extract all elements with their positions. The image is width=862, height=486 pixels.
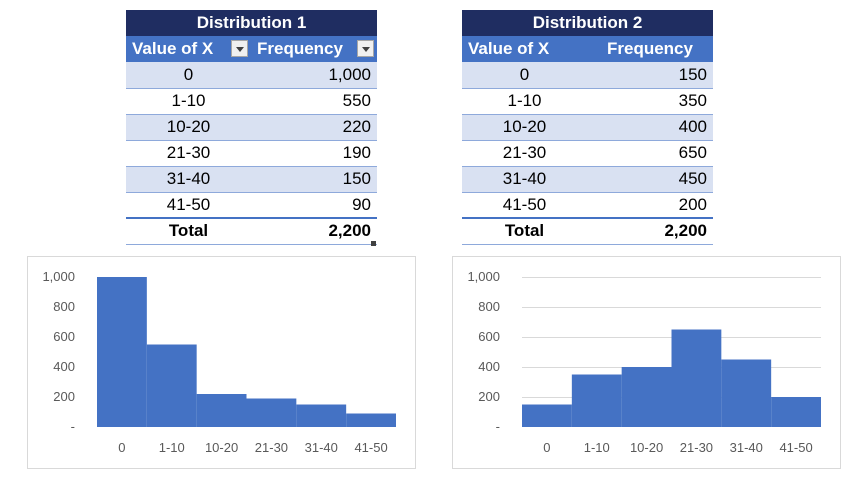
x-tick-label: 1-10 [159, 440, 185, 455]
histogram-2-svg: - 200 400 600 800 1,000 0 1-10 10-20 21-30 31-40 41… [467, 269, 821, 455]
column-header-label: Frequency [257, 39, 343, 58]
y-tick-label: 800 [53, 299, 75, 314]
frequency-cell[interactable]: 650 [587, 140, 713, 167]
table-title: Distribution 1 [126, 10, 377, 36]
frequency-cell[interactable]: 90 [251, 192, 377, 219]
table-resize-handle[interactable] [371, 241, 376, 246]
y-tick-label: 600 [478, 329, 500, 344]
table-row: 31-40 150 [126, 166, 377, 193]
frequency-cell[interactable]: 190 [251, 140, 377, 167]
value-of-x-cell[interactable]: 1-10 [462, 88, 587, 115]
table-row: 21-30 650 [462, 140, 713, 167]
histogram-bar[interactable] [246, 398, 297, 428]
table-row: 41-50 90 [126, 192, 377, 219]
value-of-x-cell[interactable]: 10-20 [126, 114, 251, 141]
value-of-x-cell[interactable]: 31-40 [462, 166, 587, 193]
frequency-cell[interactable]: 200 [587, 192, 713, 219]
value-of-x-cell[interactable]: 21-30 [462, 140, 587, 167]
table-row: 0 1,000 [126, 62, 377, 89]
total-row: Total 2,200 [126, 217, 377, 245]
x-tick-label: 0 [118, 440, 125, 455]
total-value[interactable]: 2,200 [251, 217, 377, 245]
histogram-bar[interactable] [671, 329, 722, 428]
filter-dropdown-icon[interactable] [231, 40, 248, 57]
x-tick-label: 21-30 [255, 440, 288, 455]
value-of-x-cell[interactable]: 0 [462, 62, 587, 89]
total-label[interactable]: Total [462, 217, 587, 245]
x-tick-label: 31-40 [305, 440, 338, 455]
frequency-cell[interactable]: 450 [587, 166, 713, 193]
table-row: 10-20 400 [462, 114, 713, 141]
table-row: 0 150 [462, 62, 713, 89]
histogram-bar[interactable] [721, 359, 772, 428]
y-tick-label: - [71, 419, 75, 434]
distribution-2-table: Distribution 2 Value of X Frequency 0 150… [462, 10, 713, 245]
x-tick-label: 41-50 [779, 440, 812, 455]
total-value[interactable]: 2,200 [587, 217, 713, 245]
histogram-bar[interactable] [346, 413, 396, 428]
y-tick-label: 200 [478, 389, 500, 404]
frequency-cell[interactable]: 220 [251, 114, 377, 141]
table-row: 1-10 550 [126, 88, 377, 115]
histogram-1-svg: - 200 400 600 800 1,000 0 1-10 10-20 21-30 31-40 41… [42, 269, 396, 455]
table-row: 21-30 190 [126, 140, 377, 167]
table-row: 31-40 450 [462, 166, 713, 193]
frequency-cell[interactable]: 350 [587, 88, 713, 115]
frequency-cell[interactable]: 1,000 [251, 62, 377, 89]
value-of-x-cell[interactable]: 10-20 [462, 114, 587, 141]
value-of-x-cell[interactable]: 21-30 [126, 140, 251, 167]
y-tick-label: 800 [478, 299, 500, 314]
x-tick-label: 10-20 [630, 440, 663, 455]
y-tick-label: 200 [53, 389, 75, 404]
y-tick-label: 600 [53, 329, 75, 344]
value-of-x-cell[interactable]: 0 [126, 62, 251, 89]
value-of-x-cell[interactable]: 1-10 [126, 88, 251, 115]
histogram-bar[interactable] [522, 404, 572, 428]
table-row: 10-20 220 [126, 114, 377, 141]
y-tick-label: 400 [478, 359, 500, 374]
y-tick-label: 400 [53, 359, 75, 374]
distribution-1-table: Distribution 1 Value of X Frequency 0 1,0… [126, 10, 377, 245]
total-label[interactable]: Total [126, 217, 251, 245]
value-of-x-cell[interactable]: 41-50 [462, 192, 587, 219]
value-of-x-cell[interactable]: 31-40 [126, 166, 251, 193]
column-header-label: Value of X [132, 39, 214, 58]
column-header-value-of-x[interactable]: Value of X [462, 36, 587, 62]
x-tick-label: 10-20 [205, 440, 238, 455]
x-tick-label: 41-50 [354, 440, 387, 455]
table-row: 41-50 200 [462, 192, 713, 219]
column-header-frequency[interactable]: Frequency [587, 36, 713, 62]
histogram-chart-2[interactable]: - 200 400 600 800 1,000 0 1-10 10-20 21-30 31-40 41… [452, 256, 841, 469]
histogram-bar[interactable] [771, 397, 821, 427]
frequency-cell[interactable]: 550 [251, 88, 377, 115]
frequency-cell[interactable]: 400 [587, 114, 713, 141]
filter-dropdown-icon[interactable] [357, 40, 374, 57]
histogram-bar[interactable] [571, 374, 622, 428]
y-tick-label: - [496, 419, 500, 434]
x-tick-label: 21-30 [680, 440, 713, 455]
histogram-bar[interactable] [621, 367, 672, 427]
column-header-frequency[interactable]: Frequency [251, 36, 377, 62]
histogram-chart-1[interactable]: - 200 400 600 800 1,000 0 1-10 10-20 21-30 31-40 41… [27, 256, 416, 469]
frequency-cell[interactable]: 150 [251, 166, 377, 193]
x-tick-label: 31-40 [730, 440, 763, 455]
total-row: Total 2,200 [462, 217, 713, 245]
table-row: 1-10 350 [462, 88, 713, 115]
y-tick-label: 1,000 [42, 269, 75, 284]
x-tick-label: 1-10 [584, 440, 610, 455]
histogram-bar[interactable] [97, 277, 147, 427]
table-title: Distribution 2 [462, 10, 713, 36]
y-tick-label: 1,000 [467, 269, 500, 284]
histogram-bar[interactable] [146, 344, 197, 428]
column-header-value-of-x[interactable]: Value of X [126, 36, 251, 62]
histogram-bar[interactable] [196, 394, 247, 427]
x-tick-label: 0 [543, 440, 550, 455]
value-of-x-cell[interactable]: 41-50 [126, 192, 251, 219]
histogram-bar[interactable] [296, 404, 347, 428]
frequency-cell[interactable]: 150 [587, 62, 713, 89]
